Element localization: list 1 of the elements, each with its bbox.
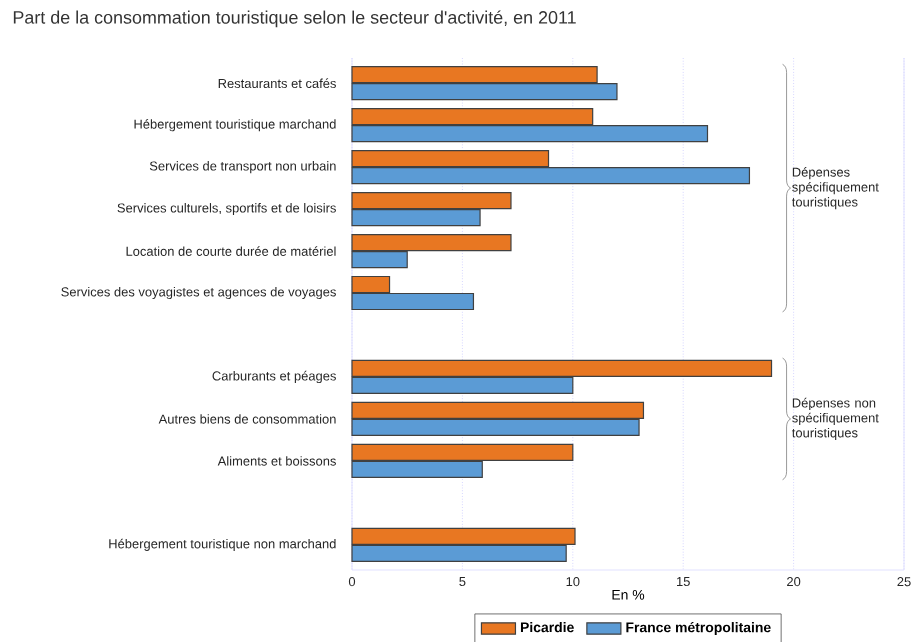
chart-title: Part de la consommation touristique selon le secteur d'activité, en 2011 [13, 10, 576, 28]
